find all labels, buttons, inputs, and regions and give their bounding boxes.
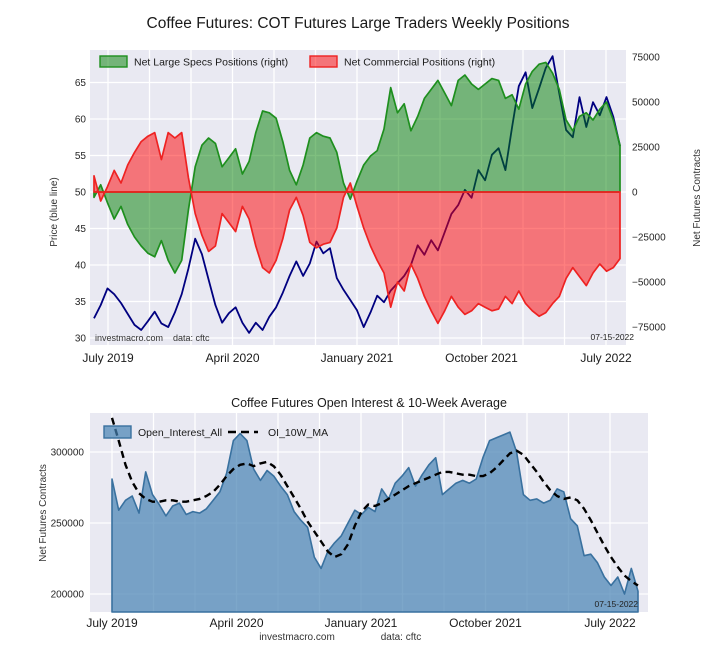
bottom-y-axis-label: Net Futures Contracts bbox=[38, 464, 49, 562]
y-left-tick-50: 50 bbox=[75, 188, 87, 199]
top-x-tick-jan2021: January 2021 bbox=[321, 351, 394, 365]
y-left-tick-30: 30 bbox=[75, 334, 87, 345]
footer-site: investmacro.com bbox=[259, 632, 335, 643]
y-right-tick-25000: 25000 bbox=[632, 143, 660, 154]
y-right-tick-75000: 75000 bbox=[632, 53, 660, 64]
top-source-annotation: investmacro.com bbox=[95, 333, 163, 343]
bottom-y-tick-200000: 200000 bbox=[51, 590, 85, 601]
y-right-tick-m25000: −25000 bbox=[632, 233, 666, 244]
legend-label-ma: OI_10W_MA bbox=[268, 427, 328, 439]
y-left-tick-65: 65 bbox=[75, 78, 87, 89]
legend-swatch-open-interest bbox=[103, 425, 132, 439]
y-right-axis-label: Net Futures Contracts bbox=[692, 149, 703, 247]
legend-swatch-commercials bbox=[309, 55, 338, 68]
bottom-x-tick-jul2022: July 2022 bbox=[584, 616, 636, 630]
legend-label-specs: Net Large Specs Positions (right) bbox=[134, 57, 288, 69]
bottom-y-tick-250000: 250000 bbox=[51, 519, 85, 530]
top-x-tick-jul2019: July 2019 bbox=[82, 351, 134, 365]
top-date-annotation: 07-15-2022 bbox=[591, 332, 635, 342]
top-x-tick-apr2020: April 2020 bbox=[205, 351, 259, 365]
bottom-x-tick-oct2021: October 2021 bbox=[449, 616, 522, 630]
y-left-tick-60: 60 bbox=[75, 115, 87, 126]
y-left-tick-55: 55 bbox=[75, 151, 87, 162]
top-x-tick-jul2022: July 2022 bbox=[580, 351, 632, 365]
y-left-tick-40: 40 bbox=[75, 261, 87, 272]
bottom-date-annotation: 07-15-2022 bbox=[595, 599, 639, 609]
y-left-axis-label: Price (blue line) bbox=[49, 177, 60, 246]
footer-source: data: cftc bbox=[381, 632, 422, 643]
net-commercial-area bbox=[93, 131, 621, 325]
y-left-tick-45: 45 bbox=[75, 224, 87, 235]
y-right-tick-0: 0 bbox=[632, 188, 638, 199]
legend-swatch-specs bbox=[99, 55, 128, 68]
oi-10w-ma-line bbox=[110, 417, 639, 587]
top-chart-title: Coffee Futures: COT Futures Large Trader… bbox=[147, 15, 570, 32]
legend-label-commercials: Net Commercial Positions (right) bbox=[344, 57, 495, 69]
legend-label-open-interest: Open_Interest_All bbox=[138, 427, 222, 439]
y-right-tick-m50000: −50000 bbox=[632, 278, 666, 289]
top-x-tick-oct2021: October 2021 bbox=[445, 351, 518, 365]
y-right-tick-50000: 50000 bbox=[632, 98, 660, 109]
bottom-series bbox=[110, 417, 639, 613]
bottom-x-tick-jan2021: January 2021 bbox=[325, 616, 398, 630]
bottom-x-tick-jul2019: July 2019 bbox=[86, 616, 138, 630]
open-interest-area bbox=[111, 431, 639, 613]
y-left-tick-35: 35 bbox=[75, 297, 87, 308]
y-right-tick-m75000: −75000 bbox=[632, 323, 666, 334]
bottom-x-tick-apr2020: April 2020 bbox=[209, 616, 263, 630]
top-source2-annotation: data: cftc bbox=[173, 333, 210, 343]
net-large-specs-area bbox=[93, 61, 621, 274]
bottom-chart-title: Coffee Futures Open Interest & 10-Week A… bbox=[231, 396, 507, 410]
bottom-y-tick-300000: 300000 bbox=[51, 448, 85, 459]
top-series bbox=[93, 55, 621, 334]
